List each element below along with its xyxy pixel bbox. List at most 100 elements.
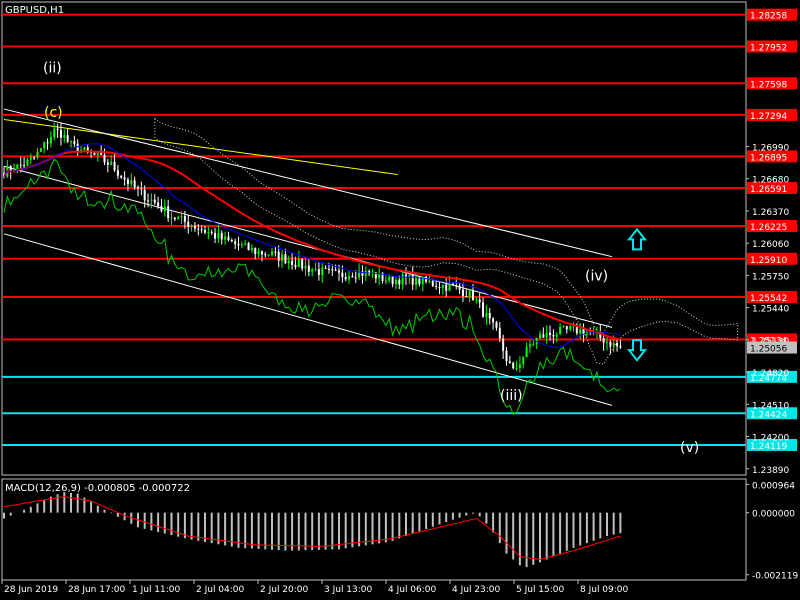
candle-body-86 <box>291 260 294 265</box>
candle-body-130 <box>438 287 441 289</box>
candle-body-82 <box>277 251 280 261</box>
candle-body-75 <box>254 248 257 255</box>
candle-body-120 <box>405 274 407 278</box>
candle-body-36 <box>123 177 126 180</box>
candle-body-30 <box>103 154 106 163</box>
candle-body-54 <box>183 216 186 222</box>
candle-body-35 <box>120 175 123 178</box>
candle-body-57 <box>193 225 196 229</box>
candle-body-150 <box>505 350 508 362</box>
support-level-1-price-box <box>747 370 797 383</box>
candle-body-58 <box>197 228 200 230</box>
candle-body-142 <box>478 299 481 303</box>
x-tick-label-7: 4 Jul 23:00 <box>452 585 501 595</box>
candle-body-92 <box>311 269 314 272</box>
x-tick-label-6: 4 Jul 06:00 <box>388 585 437 595</box>
candle-body-128 <box>431 281 434 286</box>
resistance-level-8-price-box <box>747 252 797 265</box>
candle-body-183 <box>616 343 619 347</box>
candle-body-38 <box>130 180 133 184</box>
candle-body-164 <box>552 335 555 337</box>
candle-body-127 <box>428 281 431 283</box>
candle-body-29 <box>100 152 103 155</box>
candle-body-135 <box>455 285 458 287</box>
candle-body-56 <box>190 225 193 227</box>
support-level-3-price-label: 1.24119 <box>750 442 787 452</box>
y-tick-label-5: 1.25440 <box>752 305 789 315</box>
candle-body-91 <box>307 265 310 272</box>
candle-body-74 <box>250 248 253 251</box>
candle-body-10 <box>36 151 39 158</box>
candle-body-15 <box>53 128 56 138</box>
candle-body-20 <box>70 141 72 143</box>
candle-body-140 <box>472 290 474 301</box>
candle-body-182 <box>612 343 615 347</box>
candle-body-133 <box>448 283 451 291</box>
resistance-level-2-price-box <box>747 40 797 53</box>
candle-body-158 <box>532 343 535 345</box>
candle-body-98 <box>331 269 334 271</box>
candle-body-162 <box>545 332 548 338</box>
candle-body-80 <box>271 251 273 256</box>
candle-body-141 <box>475 299 478 301</box>
candle-body-51 <box>173 217 176 220</box>
candle-body-87 <box>294 264 297 268</box>
candle-body-33 <box>113 161 116 171</box>
candle-body-44 <box>150 199 153 201</box>
candle-body-11 <box>39 148 42 152</box>
resistance-level-8-price-label: 1.25910 <box>750 256 787 266</box>
candle-body-112 <box>378 272 381 279</box>
x-tick-label-1: 28 Jun 17:00 <box>68 585 125 595</box>
candle-body-88 <box>297 259 300 268</box>
candle-body-67 <box>227 236 230 241</box>
candle-body-143 <box>482 302 485 317</box>
candle-body-48 <box>163 206 166 212</box>
x-tick-label-0: 28 Jun 2019 <box>4 585 58 595</box>
candle-body-137 <box>461 289 464 297</box>
resistance-level-1-price-label: 1.28258 <box>750 12 787 22</box>
candle-body-25 <box>86 147 89 152</box>
candle-body-139 <box>468 290 471 297</box>
candle-body-43 <box>147 200 150 202</box>
candle-body-124 <box>418 276 421 285</box>
candle-body-97 <box>327 268 330 270</box>
candle-body-167 <box>562 326 565 328</box>
candle-body-73 <box>247 243 250 251</box>
candle-body-111 <box>374 272 377 279</box>
macd-pane-frame <box>1 478 747 581</box>
candle-body-114 <box>384 280 387 282</box>
candle-body-93 <box>314 269 317 271</box>
current-price-label: 1.25056 <box>750 345 787 355</box>
candle-body-89 <box>301 259 304 269</box>
macd-signal-line <box>3 496 621 561</box>
down-arrow-icon <box>626 339 648 362</box>
candle-body-122 <box>411 274 414 285</box>
candle-body-50 <box>170 217 173 219</box>
support-level-2-price-box <box>747 407 797 420</box>
wave-label-3: (iii) <box>500 388 523 404</box>
y-tick-label-10: 1.23890 <box>752 466 789 476</box>
candle-body-5 <box>19 164 22 166</box>
candle-body-166 <box>559 326 562 335</box>
candle-body-18 <box>63 135 66 138</box>
candle-body-134 <box>451 283 454 286</box>
support-level-1-price-label: 1.24774 <box>750 374 787 384</box>
channel-lower-line <box>3 233 613 406</box>
resistance-level-4-price-label: 1.27294 <box>750 112 787 122</box>
candle-body-151 <box>508 361 511 363</box>
candle-body-180 <box>606 341 608 343</box>
main-pane-frame <box>1 1 747 476</box>
candle-body-78 <box>264 254 267 256</box>
y-tick-label-3: 1.26060 <box>752 240 789 250</box>
candle-body-83 <box>281 254 284 261</box>
candle-body-70 <box>237 243 240 246</box>
channel-middle-line <box>3 165 613 328</box>
candle-body-131 <box>441 284 444 288</box>
candle-body-147 <box>495 322 498 328</box>
candle-body-99 <box>334 270 337 272</box>
candle-body-106 <box>358 271 361 278</box>
y-tick-label-4: 1.25750 <box>752 272 789 282</box>
candle-body-101 <box>341 272 344 278</box>
